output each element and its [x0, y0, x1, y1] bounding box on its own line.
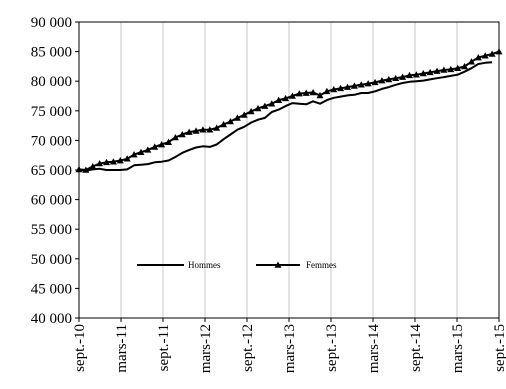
data-point: [247, 107, 255, 115]
data-point: [399, 73, 407, 80]
data-point: [171, 133, 179, 141]
legend-label: Hommes: [188, 260, 221, 270]
data-point: [123, 155, 131, 162]
data-point: [275, 96, 283, 103]
data-point: [447, 65, 455, 73]
data-point: [165, 138, 173, 145]
data-point: [364, 80, 372, 87]
data-point: [309, 88, 317, 96]
data-point: [137, 148, 145, 156]
data-point: [337, 84, 345, 92]
y-tick-label: 50 000: [31, 252, 72, 268]
x-axis-tick-labels: sept.-10 mars-11 sept.-11 mars-12 sept.-12 ma…: [72, 318, 506, 373]
legend: Hommes Femmes: [137, 260, 337, 270]
x-tick-label: sept.-15: [492, 324, 506, 372]
data-point: [233, 114, 241, 121]
data-point: [130, 151, 138, 158]
data-point: [350, 82, 358, 89]
data-point: [268, 100, 276, 107]
y-tick-label: 55 000: [31, 222, 72, 238]
data-point: [206, 126, 214, 133]
x-tick-label: mars-15: [450, 324, 466, 373]
data-point: [295, 90, 303, 97]
data-point: [433, 67, 441, 74]
legend-item-hommes: Hommes: [137, 260, 221, 270]
data-point: [116, 157, 124, 164]
data-point: [178, 130, 186, 138]
y-tick-label: 40 000: [31, 311, 72, 327]
x-tick-label: sept.-14: [408, 324, 424, 372]
x-tick-label: sept.-13: [324, 324, 340, 372]
data-point: [240, 111, 248, 118]
data-point: [488, 50, 496, 57]
data-point: [288, 92, 296, 99]
data-point: [481, 52, 489, 59]
data-point: [454, 64, 462, 71]
legend-item-femmes: Femmes: [256, 260, 337, 270]
data-point: [426, 68, 434, 76]
y-tick-label: 70 000: [31, 133, 72, 149]
data-point: [330, 85, 338, 93]
data-point: [419, 70, 427, 77]
data-point: [357, 81, 365, 88]
series-layer: [75, 48, 503, 173]
data-point: [474, 54, 482, 61]
x-tick-label: sept.-10: [72, 324, 88, 372]
series-hommes: [78, 61, 493, 172]
data-point: [316, 91, 324, 99]
data-point: [385, 75, 393, 83]
data-point: [254, 104, 262, 112]
legend-marker: [274, 261, 282, 268]
y-tick-label: 85 000: [31, 45, 72, 61]
y-axis-tick-labels: 40 000 45 000 50 000 55 000 60 000 65 000 70 0…: [31, 15, 79, 327]
data-point: [302, 89, 310, 96]
data-point: [192, 127, 200, 134]
data-point: [392, 74, 400, 82]
data-point: [151, 143, 159, 150]
data-point: [467, 58, 475, 65]
data-point: [96, 159, 104, 167]
data-point: [213, 124, 221, 131]
data-point: [185, 128, 193, 135]
data-point: [158, 141, 166, 148]
data-point: [82, 166, 90, 173]
data-point: [103, 158, 111, 166]
data-point: [405, 71, 413, 79]
y-tick-label: 60 000: [31, 193, 72, 209]
legend-label: Femmes: [306, 260, 337, 270]
y-tick-label: 45 000: [31, 281, 72, 297]
x-tick-label: sept.-11: [156, 324, 172, 371]
x-tick-label: mars-12: [198, 324, 214, 373]
data-point: [371, 78, 379, 86]
data-point: [440, 66, 448, 73]
data-point: [261, 102, 269, 109]
y-tick-label: 80 000: [31, 74, 72, 90]
data-point: [199, 126, 207, 133]
x-tick-label: mars-14: [366, 324, 382, 374]
data-point: [220, 120, 228, 128]
data-point: [109, 158, 117, 165]
data-point: [344, 83, 352, 90]
vertical-gridlines: [78, 22, 500, 318]
data-point: [226, 117, 234, 125]
y-tick-label: 90 000: [31, 15, 72, 31]
data-point: [282, 94, 290, 102]
y-tick-label: 75 000: [31, 104, 72, 120]
x-tick-label: sept.-12: [240, 324, 256, 372]
y-tick-label: 65 000: [31, 163, 72, 179]
x-tick-label: mars-11: [114, 324, 130, 373]
series-line-hommes: [78, 61, 493, 172]
x-tick-label: mars-13: [282, 324, 298, 373]
data-point: [378, 77, 386, 84]
data-point: [461, 62, 469, 70]
data-point: [323, 87, 331, 95]
data-point: [412, 71, 420, 78]
data-point: [144, 146, 152, 153]
series-femmes: [75, 48, 503, 173]
data-point: [89, 162, 97, 170]
